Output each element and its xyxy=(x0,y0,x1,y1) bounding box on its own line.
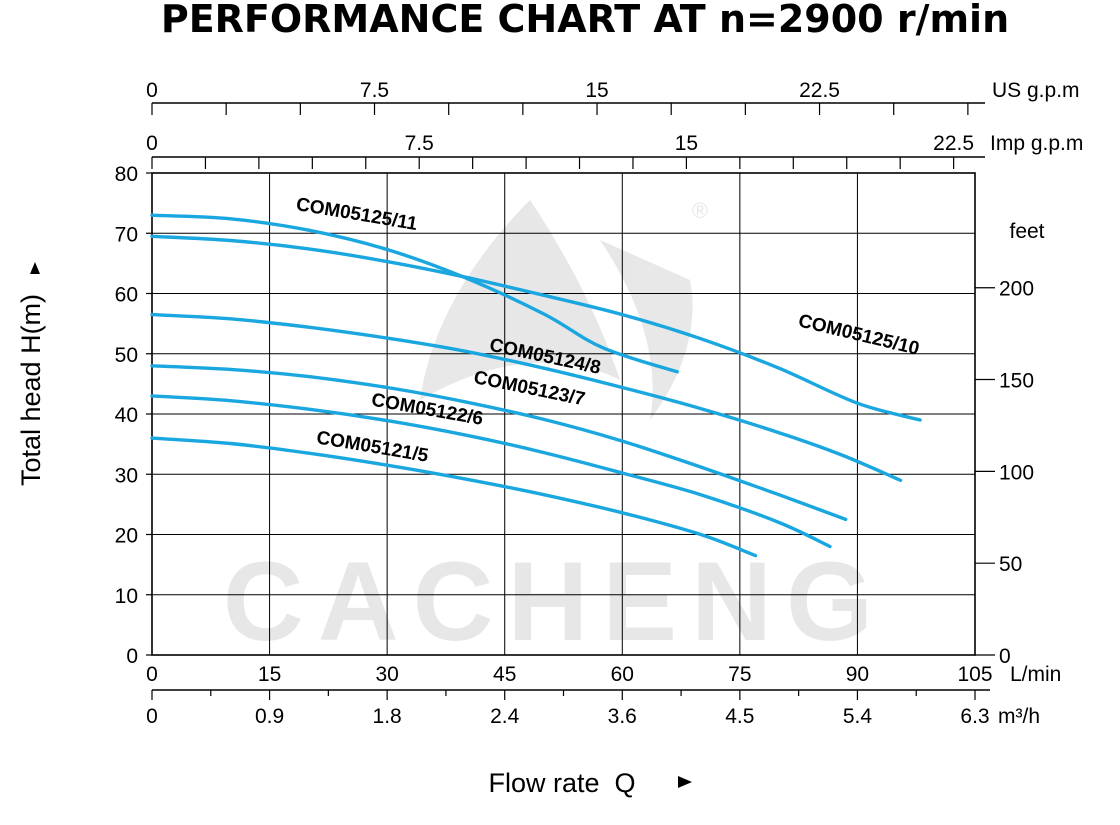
y-tick-label: 80 xyxy=(115,163,138,186)
x-tick-label: 90 xyxy=(846,663,869,686)
x-tick-label: 60 xyxy=(611,663,634,686)
secondary-x-tick-label: 0 xyxy=(146,705,158,728)
y-tick-label: 10 xyxy=(115,585,138,608)
series-line xyxy=(150,436,758,558)
secondary-x-tick-label: 4.5 xyxy=(725,705,754,728)
series-lines xyxy=(150,213,922,558)
x-tick-label: 30 xyxy=(375,663,398,686)
right-tick-label: 150 xyxy=(999,370,1034,393)
top-axis-tick-label: 7.5 xyxy=(405,132,434,155)
top-axis-tick-label: 15 xyxy=(675,132,698,155)
x-axis-label: Flow rate Q xyxy=(488,768,635,798)
series-labels: COM05125/11COM05125/10COM05124/8COM05123… xyxy=(295,194,922,467)
y-tick-label: 50 xyxy=(115,344,138,367)
secondary-x-tick-label: 0.9 xyxy=(255,705,284,728)
top-axis-tick-label: 0 xyxy=(146,79,158,102)
brand-watermark: CACHENG ® xyxy=(223,198,887,664)
y-tick-label: 40 xyxy=(115,404,138,427)
y-axis-arrow-icon xyxy=(30,262,40,274)
secondary-x-tick-label: 2.4 xyxy=(490,705,520,728)
y-tick-label: 0 xyxy=(126,645,138,668)
secondary-x-tick-label: 6.3 xyxy=(960,705,989,728)
top-axis-tick-label: 22.5 xyxy=(799,79,840,102)
x-tick-label: 105 xyxy=(957,663,992,686)
secondary-x-tick-label: 5.4 xyxy=(843,705,873,728)
x-axis-arrow-icon xyxy=(678,776,692,788)
right-tick-label: 0 xyxy=(999,645,1011,668)
secondary-x-tick-label: 3.6 xyxy=(608,705,637,728)
y-axis-label: Total head H(m) xyxy=(16,294,46,486)
y-tick-label: 60 xyxy=(115,284,138,307)
series-label: COM05121/5 xyxy=(315,427,430,466)
top-axis-tick-label: 22.5 xyxy=(933,132,974,155)
x-tick-label: 15 xyxy=(258,663,281,686)
series-line xyxy=(150,234,922,422)
series-label: COM05125/11 xyxy=(295,194,420,235)
top-axes: 0 7.5 15 22.5 US g.p.m 0 7.5 15 22.5 Imp g.p.m xyxy=(146,79,1083,169)
right-axis-unit: feet xyxy=(1009,220,1044,243)
right-tick-label: 100 xyxy=(999,461,1034,484)
y-tick-label: 20 xyxy=(115,525,138,548)
svg-text:®: ® xyxy=(692,198,708,223)
series-label: COM05125/10 xyxy=(796,311,921,360)
right-tick-label: 50 xyxy=(999,553,1022,576)
series-line xyxy=(150,364,848,522)
y-tick-label: 30 xyxy=(115,464,138,487)
grid xyxy=(151,172,976,656)
x-axis-unit: L/min xyxy=(1010,663,1061,686)
top-axis-tick-label: 7.5 xyxy=(360,79,389,102)
x-tick-label: 0 xyxy=(146,663,158,686)
top-axis-tick-label: 0 xyxy=(146,132,158,155)
series-line xyxy=(150,213,679,374)
top-axis-unit: US g.p.m xyxy=(992,79,1080,102)
series-line xyxy=(150,394,832,549)
chart-title: PERFORMANCE CHART AT n=2900 r/min xyxy=(161,0,1009,41)
series-line xyxy=(150,312,903,482)
x-tick-label: 75 xyxy=(728,663,751,686)
top-axis-tick-label: 15 xyxy=(585,79,608,102)
y-tick-label: 70 xyxy=(115,223,138,246)
secondary-x-tick-label: 1.8 xyxy=(373,705,402,728)
x-tick-label: 45 xyxy=(493,663,516,686)
secondary-x-axis-unit: m³/h xyxy=(998,705,1040,728)
svg-text:CACHENG: CACHENG xyxy=(223,539,887,664)
right-tick-label: 200 xyxy=(999,278,1034,301)
top-axis-unit: Imp g.p.m xyxy=(990,132,1083,155)
